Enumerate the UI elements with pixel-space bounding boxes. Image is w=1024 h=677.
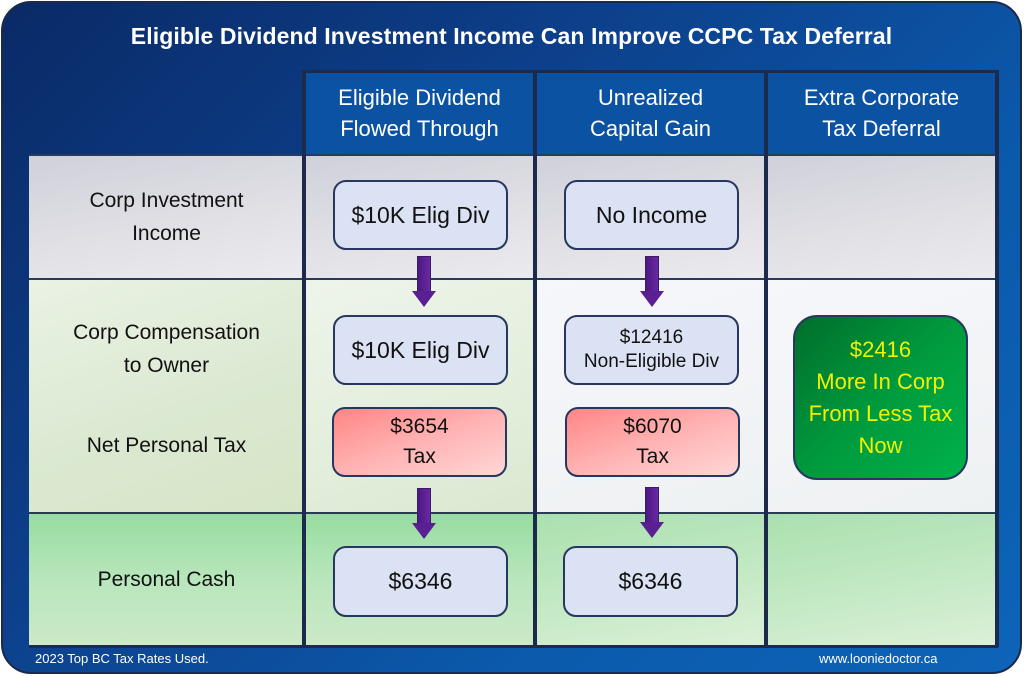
box-capital-gain-investment-income: No Income xyxy=(564,180,739,250)
box-capital-gain-personal-cash: $6346 xyxy=(563,546,738,617)
box-eligible-investment-income: $10K Elig Div xyxy=(333,180,508,250)
down-arrow-icon xyxy=(640,256,664,308)
column-header-capital-gain: Unrealized Capital Gain xyxy=(535,71,766,155)
grid-line-row2-top xyxy=(29,278,998,280)
column-header-line1: Extra Corporate xyxy=(803,85,960,110)
down-arrow-icon xyxy=(640,487,664,539)
column-header-line2: Capital Gain xyxy=(589,116,712,141)
row-band-compensation-tax xyxy=(29,279,304,513)
box-eligible-personal-cash: $6346 xyxy=(333,546,508,617)
column-header-tax-deferral: Extra Corporate Tax Deferral xyxy=(766,71,997,155)
column-header-line2: Flowed Through xyxy=(340,116,499,141)
diagram-title: Eligible Dividend Investment Income Can … xyxy=(130,23,893,49)
grid-line-row3-top xyxy=(29,512,998,514)
cell-personal-cash-deferral xyxy=(766,513,997,646)
footer-tax-rates-note: 2023 Top BC Tax Rates Used. xyxy=(35,651,209,666)
column-header-line2: Tax Deferral xyxy=(822,116,941,141)
column-header-eligible-dividend: Eligible Dividend Flowed Through xyxy=(304,71,535,155)
grid-line-col2 xyxy=(533,70,537,647)
box-extra-deferral: $2416 More In Corp From Less Tax Now xyxy=(793,315,968,480)
footer-website-link[interactable]: www.looniedoctor.ca xyxy=(819,651,938,666)
grid-line-header-top xyxy=(302,70,999,73)
grid-line-right xyxy=(995,70,999,647)
box-capital-gain-compensation: $12416 Non-Eligible Div xyxy=(564,315,739,385)
down-arrow-icon xyxy=(412,256,436,308)
grid-line-bottom xyxy=(29,645,998,648)
cell-investment-income-deferral xyxy=(766,155,997,279)
down-arrow-icon xyxy=(412,488,436,540)
box-eligible-personal-tax: $3654 Tax xyxy=(332,407,507,477)
box-capital-gain-personal-tax: $6070 Tax xyxy=(565,407,740,477)
row-label-personal-cash: Personal Cash xyxy=(29,513,304,646)
box-eligible-compensation: $10K Elig Div xyxy=(333,315,508,385)
grid-line-col3 xyxy=(764,70,768,647)
column-header-line1: Eligible Dividend xyxy=(338,85,501,110)
column-header-line1: Unrealized xyxy=(597,85,704,110)
row-label-compensation: Corp Compensation to Owner xyxy=(73,321,260,377)
row-label-investment-income: Corp Investment Income xyxy=(29,155,304,279)
row-label-net-personal-tax: Net Personal Tax xyxy=(86,433,247,457)
grid-line-col1 xyxy=(302,70,306,647)
grid-line-row1-top xyxy=(29,154,998,156)
